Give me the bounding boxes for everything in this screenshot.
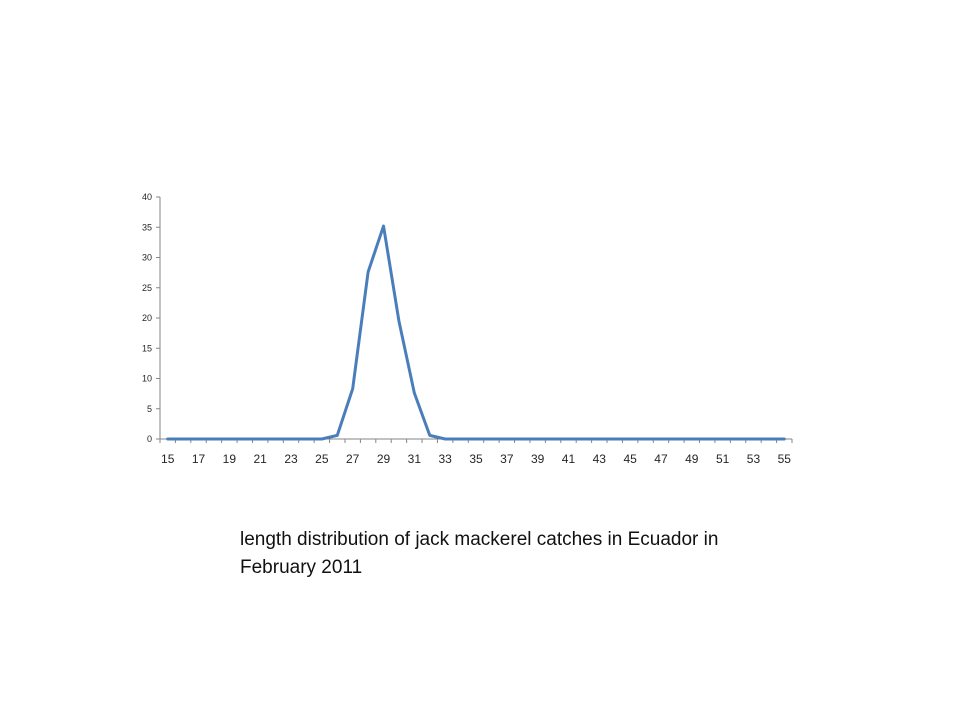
x-tick-label: 21: [254, 452, 268, 466]
x-tick-label: 49: [685, 452, 699, 466]
x-tick-label: 25: [315, 452, 329, 466]
x-tick-label: 35: [469, 452, 483, 466]
y-tick-label: 25: [142, 283, 152, 293]
chart-caption: length distribution of jack mackerel cat…: [240, 529, 719, 578]
y-tick-label: 20: [142, 313, 152, 323]
y-tick-label: 15: [142, 343, 152, 353]
x-tick-label: 51: [716, 452, 730, 466]
x-tick-label: 17: [192, 452, 206, 466]
x-tick-label: 37: [500, 452, 514, 466]
y-tick-label: 35: [142, 222, 152, 232]
x-tick-label: 45: [623, 452, 637, 466]
x-tick-label: 29: [377, 452, 391, 466]
series-line: [166, 224, 786, 441]
x-tick-label: 15: [161, 452, 175, 466]
y-tick-label: 5: [147, 404, 152, 414]
x-tick-label: 39: [531, 452, 545, 466]
x-tick-label: 41: [562, 452, 576, 466]
y-tick-label: 30: [142, 253, 152, 263]
x-tick-label: 33: [438, 452, 452, 466]
y-tick-label: 0: [147, 434, 152, 444]
x-tick-label: 31: [408, 452, 422, 466]
x-tick-label: 23: [284, 452, 298, 466]
x-tick-label: 53: [747, 452, 761, 466]
y-tick-label: 40: [142, 192, 152, 202]
x-tick-label: 27: [346, 452, 360, 466]
x-tick-label: 43: [593, 452, 607, 466]
x-tick-label: 55: [778, 452, 792, 466]
x-tick-label: 47: [654, 452, 668, 466]
x-tick-label: 19: [223, 452, 237, 466]
y-tick-label: 10: [142, 374, 152, 384]
